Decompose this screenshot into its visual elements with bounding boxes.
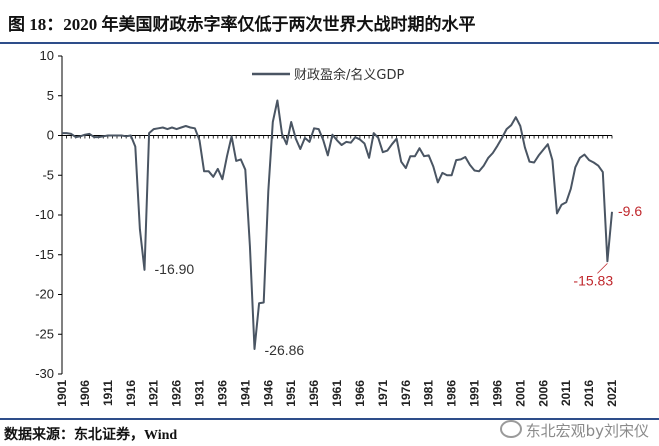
x-tick-label: 1901 xyxy=(55,380,69,407)
wechat-icon xyxy=(499,420,522,438)
x-tick-label: 1951 xyxy=(284,380,298,407)
y-tick-label: -20 xyxy=(35,287,54,302)
x-tick-label: 1956 xyxy=(307,380,321,407)
footer-divider xyxy=(0,418,659,420)
x-tick-label: 1981 xyxy=(422,380,436,407)
x-tick-label: 1991 xyxy=(468,380,482,407)
annotation-leader xyxy=(597,263,608,274)
x-tick-label: 1911 xyxy=(101,380,115,406)
title-bar: 图 18：2020 年美国财政赤字率仅低于两次世界大战时期的水平 xyxy=(0,0,659,44)
x-tick-label: 1921 xyxy=(147,380,161,407)
x-tick-label: 1936 xyxy=(215,380,229,407)
y-tick-label: -5 xyxy=(42,167,54,182)
source-note: 数据来源：东北证券，Wind xyxy=(4,428,178,443)
figure-title: 图 18：2020 年美国财政赤字率仅低于两次世界大战时期的水平 xyxy=(8,15,476,34)
y-tick-label: -25 xyxy=(35,326,54,341)
chart-area: 10 5 0 -5 -10 -15 -20 -25 -30 1901 1906 1911 1916 192… xyxy=(0,44,659,414)
annotation-label: -9.6 xyxy=(618,203,642,219)
x-tick-label: 1946 xyxy=(261,380,275,407)
x-tick-label: 1961 xyxy=(330,380,344,407)
x-tick-label: 2006 xyxy=(536,380,550,407)
x-tick-label: 1986 xyxy=(445,380,459,407)
legend-label: 财政盈余/名义GDP xyxy=(294,67,404,83)
series-line xyxy=(62,99,613,350)
y-tick-label: -30 xyxy=(35,366,54,381)
watermark-text: 东北宏观by刘宋仪 xyxy=(525,422,649,440)
annotation-label: -15.83 xyxy=(573,272,613,288)
x-tick-label: 1916 xyxy=(124,380,138,407)
x-tick-label: 1996 xyxy=(490,380,504,407)
y-tick-label: 10 xyxy=(40,48,54,63)
x-tick-label: 2016 xyxy=(582,380,596,407)
x-tick-label: 2001 xyxy=(513,380,527,407)
y-tick-label: -15 xyxy=(35,247,54,262)
x-tick-label: 1976 xyxy=(399,380,413,407)
x-tick-label: 1926 xyxy=(170,380,184,407)
x-tick-label: 1931 xyxy=(193,380,207,407)
x-tick-label: 1966 xyxy=(353,380,367,407)
y-tick-label: 0 xyxy=(47,128,54,143)
y-tick-label: 5 xyxy=(47,88,54,103)
x-tick-label: 1906 xyxy=(78,380,92,407)
y-tick-label: -10 xyxy=(35,207,54,222)
x-tick-label: 1941 xyxy=(238,380,252,407)
annotation-label: -26.86 xyxy=(265,342,305,358)
x-tick-label: 1971 xyxy=(376,380,390,407)
annotation-label: -16.90 xyxy=(155,261,195,277)
watermark: 东北宏观by刘宋仪 xyxy=(499,420,649,441)
x-tick-label: 2021 xyxy=(605,380,619,407)
x-tick-label: 2011 xyxy=(559,380,573,406)
